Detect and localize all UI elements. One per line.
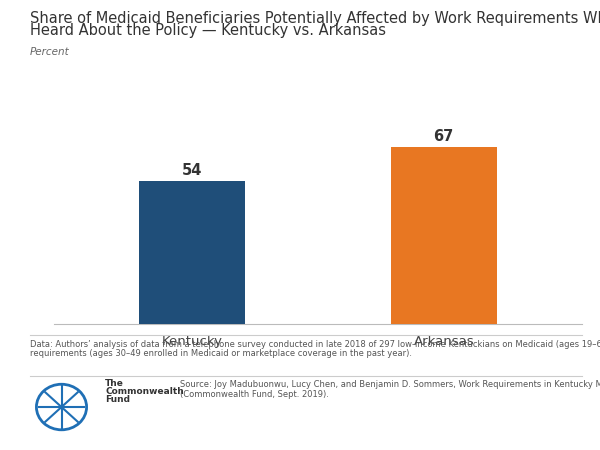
Text: Fund: Fund bbox=[105, 395, 130, 404]
Text: Data: Authors’ analysis of data from a telephone survey conducted in late 2018 o: Data: Authors’ analysis of data from a t… bbox=[30, 340, 600, 349]
Text: (Commonwealth Fund, Sept. 2019).: (Commonwealth Fund, Sept. 2019). bbox=[180, 390, 329, 399]
Bar bbox=[139, 181, 245, 324]
Bar bbox=[391, 147, 497, 324]
Text: Heard About the Policy — Kentucky vs. Arkansas: Heard About the Policy — Kentucky vs. Ar… bbox=[30, 23, 386, 38]
Text: 67: 67 bbox=[434, 129, 454, 144]
Text: Commonwealth: Commonwealth bbox=[105, 387, 184, 396]
Text: requirements (ages 30–49 enrolled in Medicaid or marketplace coverage in the pas: requirements (ages 30–49 enrolled in Med… bbox=[30, 349, 412, 358]
Text: 54: 54 bbox=[182, 163, 202, 178]
Text: Share of Medicaid Beneficiaries Potentially Affected by Work Requirements Who Ha: Share of Medicaid Beneficiaries Potentia… bbox=[30, 11, 600, 26]
Text: Percent: Percent bbox=[30, 47, 70, 57]
Text: Source: Joy Madubuonwu, Lucy Chen, and Benjamin D. Sommers, Work Requirements in: Source: Joy Madubuonwu, Lucy Chen, and B… bbox=[180, 380, 600, 389]
Text: The: The bbox=[105, 379, 124, 388]
